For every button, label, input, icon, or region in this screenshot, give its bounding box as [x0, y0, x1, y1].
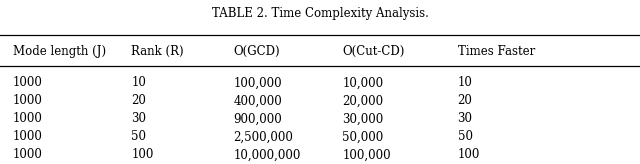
Text: 20,000: 20,000: [342, 94, 383, 107]
Text: Times Faster: Times Faster: [458, 45, 535, 58]
Text: 10: 10: [458, 76, 472, 89]
Text: 1000: 1000: [13, 94, 43, 107]
Text: 50,000: 50,000: [342, 130, 383, 144]
Text: TABLE 2. Time Complexity Analysis.: TABLE 2. Time Complexity Analysis.: [212, 7, 428, 20]
Text: 50: 50: [131, 130, 146, 144]
Text: 10,000: 10,000: [342, 76, 383, 89]
Text: 400,000: 400,000: [234, 94, 282, 107]
Text: 10: 10: [131, 76, 146, 89]
Text: 100,000: 100,000: [342, 148, 391, 162]
Text: 30,000: 30,000: [342, 112, 383, 125]
Text: 100: 100: [458, 148, 480, 162]
Text: 30: 30: [131, 112, 146, 125]
Text: 1000: 1000: [13, 112, 43, 125]
Text: 50: 50: [458, 130, 472, 144]
Text: 900,000: 900,000: [234, 112, 282, 125]
Text: 1000: 1000: [13, 130, 43, 144]
Text: 100: 100: [131, 148, 154, 162]
Text: 2,500,000: 2,500,000: [234, 130, 294, 144]
Text: 100,000: 100,000: [234, 76, 282, 89]
Text: O(Cut-CD): O(Cut-CD): [342, 45, 404, 58]
Text: 1000: 1000: [13, 148, 43, 162]
Text: 1000: 1000: [13, 76, 43, 89]
Text: Rank (R): Rank (R): [131, 45, 184, 58]
Text: O(GCD): O(GCD): [234, 45, 280, 58]
Text: 20: 20: [131, 94, 146, 107]
Text: Mode length (J): Mode length (J): [13, 45, 106, 58]
Text: 30: 30: [458, 112, 472, 125]
Text: 10,000,000: 10,000,000: [234, 148, 301, 162]
Text: 20: 20: [458, 94, 472, 107]
